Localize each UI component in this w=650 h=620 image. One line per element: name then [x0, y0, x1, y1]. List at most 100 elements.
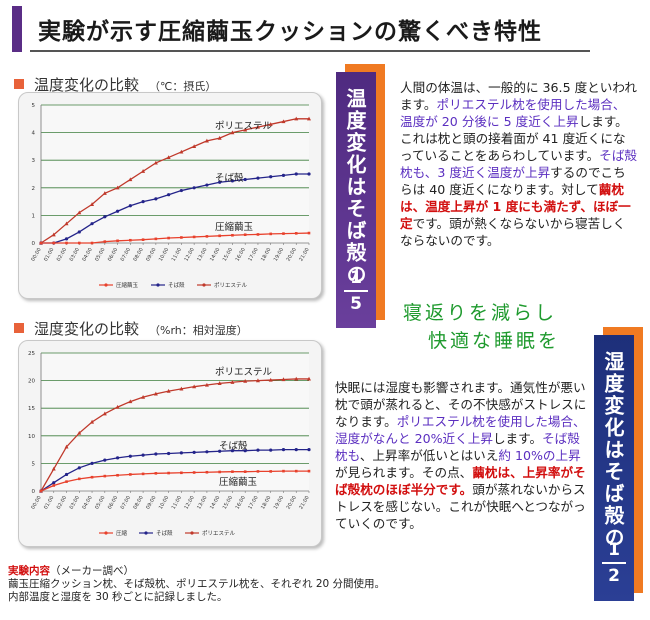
x-tick-label: 07:00: [120, 247, 132, 262]
heading-square-icon: [14, 79, 24, 89]
data-point: [294, 448, 298, 452]
x-tick-label: 21:00: [298, 247, 310, 262]
humid-chart: 0 5 10 15 20 25 00:00 01:00 02:00 03:00 04:00 05:00…: [28, 351, 311, 537]
legend-label: ポリエステル: [202, 530, 236, 537]
data-point: [167, 471, 170, 475]
data-point: [218, 449, 222, 453]
data-point: [103, 474, 107, 478]
x-tick-label: 17:00: [247, 247, 259, 262]
data-point: [154, 452, 158, 456]
data-point: [77, 477, 81, 481]
data-point: [256, 470, 260, 473]
humid-unit: （%rh：相対湿度）: [149, 324, 248, 337]
data-point: [141, 453, 145, 457]
humid-para-run: 頭が蒸れないからストレスを感じない。これが快眠へとつながっていくのです。: [335, 482, 586, 531]
x-tick-label: 08:00: [132, 247, 144, 262]
series-line-0: [40, 118, 309, 244]
data-point: [115, 209, 120, 213]
legend-label: そば殻: [168, 281, 185, 289]
data-point: [255, 378, 260, 383]
legend-marker: [104, 531, 108, 535]
data-point: [52, 481, 56, 485]
data-point: [154, 197, 158, 201]
data-point: [256, 176, 260, 180]
data-point: [269, 175, 273, 179]
temp-frac-den: 5: [350, 294, 362, 314]
data-point: [166, 388, 171, 393]
temp-banner-text: 温度変化はそば殻の: [343, 88, 367, 286]
data-point: [128, 399, 133, 404]
x-tick-label: 07:00: [120, 495, 132, 510]
y-tick-label: 5: [32, 103, 36, 109]
data-point: [269, 232, 273, 236]
humid-frac-num: 1: [608, 540, 620, 560]
x-tick-label: 04:00: [81, 495, 93, 510]
data-point: [179, 386, 184, 391]
data-point: [153, 391, 158, 396]
data-point: [90, 461, 94, 465]
x-tick-label: 06:00: [107, 247, 119, 262]
heading-square-icon: [14, 323, 24, 333]
data-point: [115, 456, 120, 460]
x-tick-label: 09:00: [145, 247, 157, 262]
data-point: [269, 470, 273, 473]
data-point: [128, 177, 133, 182]
temp-para-run: そば殻枕も、3 度近く温度が上昇: [400, 148, 638, 180]
plot-area: [41, 353, 309, 491]
data-point: [115, 185, 120, 190]
humid-banner: 湿度変化はそば殻の 1 2: [594, 335, 634, 601]
data-point: [230, 449, 235, 453]
y-tick-label: 5: [32, 461, 36, 467]
x-tick-label: 13:00: [196, 247, 208, 262]
data-point: [204, 138, 209, 143]
data-point: [230, 179, 235, 183]
data-point: [167, 193, 171, 197]
series-label: そば殻: [215, 172, 244, 184]
x-tick-label: 12:00: [183, 495, 195, 510]
data-point: [64, 221, 69, 226]
data-point: [128, 454, 132, 458]
y-tick-label: 25: [28, 351, 35, 357]
x-tick-label: 21:00: [298, 495, 310, 510]
data-point: [255, 124, 260, 129]
data-point: [205, 235, 209, 238]
data-point: [192, 384, 197, 389]
title-underline: [30, 50, 590, 52]
x-tick-label: 11:00: [171, 247, 183, 262]
data-point: [179, 188, 183, 193]
data-point: [205, 470, 209, 474]
data-point: [116, 239, 119, 243]
data-point: [103, 240, 107, 243]
series-label: そば殻: [219, 440, 248, 452]
note-line-1: 繭玉圧縮クッション枕、そば殻枕、ポリエステル枕を、それぞれ 20 分間使用。: [8, 578, 386, 590]
y-tick-label: 15: [28, 406, 35, 412]
humid-para-run: 繭枕は、上昇率がそば殻枕のほぼ半分です。: [335, 465, 586, 497]
x-tick-label: 18:00: [260, 247, 272, 262]
series-label: ポリエステル: [215, 121, 273, 132]
data-point: [218, 180, 222, 184]
humid-para-run: ポリエステル枕を使用した場合、湿度がなんと 20%近く上昇: [335, 414, 586, 446]
legend-marker: [202, 283, 206, 287]
data-point: [153, 160, 158, 165]
data-point: [179, 451, 183, 455]
x-tick-label: 15:00: [222, 247, 234, 262]
data-point: [294, 116, 299, 121]
data-point: [192, 235, 196, 239]
data-point: [103, 215, 107, 219]
data-point: [256, 233, 260, 236]
data-point: [166, 155, 171, 160]
x-tick-label: 02:00: [56, 247, 68, 262]
temp-chart: 0 1 2 3 4 5 00:00 01:00 02:00 03:00 04:00 05:00 06:0…: [30, 103, 311, 289]
note-line-2: 内部温度と湿度を 30 秒ごとに記録しました。: [8, 591, 228, 603]
data-point: [217, 381, 222, 385]
x-tick-label: 03:00: [69, 247, 81, 262]
temp-chart-frame: 0 1 2 3 4 5 00:00 01:00 02:00 03:00 04:00 05:00 06:0…: [18, 92, 322, 299]
data-point: [294, 376, 299, 381]
humid-frac-den: 2: [608, 566, 620, 586]
experiment-note: 実験内容（メーカー調べ） 繭玉圧縮クッション枕、そば殻枕、ポリエステル枕を、それ…: [8, 565, 448, 604]
data-point: [103, 458, 107, 462]
data-point: [39, 241, 43, 245]
data-point: [281, 448, 286, 452]
data-point: [90, 241, 94, 245]
y-tick-label: 2: [32, 186, 36, 192]
